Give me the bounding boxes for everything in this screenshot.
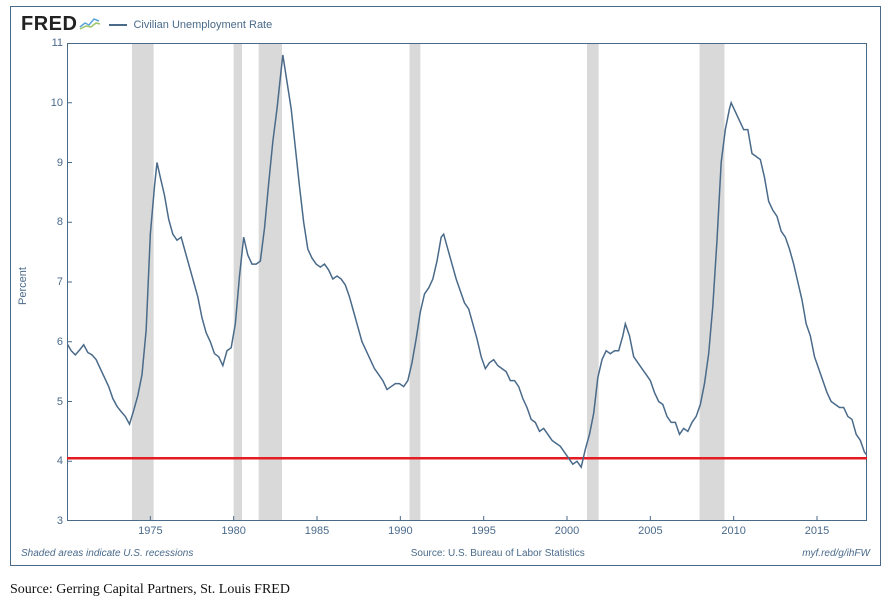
recession-band bbox=[587, 43, 599, 521]
x-tick-label: 1980 bbox=[221, 525, 245, 537]
recession-band bbox=[234, 43, 242, 521]
y-tick-label: 10 bbox=[47, 97, 63, 109]
legend-label: Civilian Unemployment Rate bbox=[133, 19, 272, 31]
recession-band bbox=[259, 43, 282, 521]
recession-band bbox=[700, 43, 725, 521]
y-tick-label: 11 bbox=[47, 37, 63, 49]
data-series bbox=[67, 55, 867, 467]
x-tick-label: 2000 bbox=[555, 525, 579, 537]
fred-logo: FRED bbox=[21, 13, 101, 36]
y-tick-label: 7 bbox=[47, 276, 63, 288]
fred-logo-text: FRED bbox=[21, 13, 77, 35]
y-tick-label: 9 bbox=[47, 157, 63, 169]
y-tick-label: 6 bbox=[47, 336, 63, 348]
plot-svg bbox=[67, 43, 867, 521]
x-tick-label: 2010 bbox=[721, 525, 745, 537]
source-note: Source: Gerring Capital Partners, St. Lo… bbox=[10, 582, 881, 598]
recession-band bbox=[410, 43, 421, 521]
x-tick-label: 1975 bbox=[138, 525, 162, 537]
footer-right: myf.red/g/ihFW bbox=[802, 548, 870, 559]
footer-left: Shaded areas indicate U.S. recessions bbox=[21, 548, 193, 559]
chart-header: FRED Civilian Unemployment Rate bbox=[11, 7, 880, 36]
x-tick-label: 2015 bbox=[805, 525, 829, 537]
chart-container: FRED Civilian Unemployment Rate Percent … bbox=[0, 0, 891, 611]
x-tick-label: 1990 bbox=[388, 525, 412, 537]
x-tick-label: 1985 bbox=[305, 525, 329, 537]
plot-area bbox=[67, 43, 867, 521]
recession-band bbox=[132, 43, 154, 521]
y-tick-label: 8 bbox=[47, 216, 63, 228]
fred-logo-icon bbox=[79, 13, 101, 36]
x-tick-label: 1995 bbox=[471, 525, 495, 537]
footer-center: Source: U.S. Bureau of Labor Statistics bbox=[411, 548, 585, 559]
x-tick-label: 2005 bbox=[638, 525, 662, 537]
chart-legend: Civilian Unemployment Rate bbox=[109, 19, 272, 31]
y-tick-label: 4 bbox=[47, 455, 63, 467]
chart-frame: FRED Civilian Unemployment Rate Percent … bbox=[10, 6, 881, 566]
y-axis-label: Percent bbox=[17, 267, 29, 305]
chart-footer: Shaded areas indicate U.S. recessions So… bbox=[21, 548, 870, 559]
y-tick-label: 3 bbox=[47, 515, 63, 527]
y-tick-label: 5 bbox=[47, 396, 63, 408]
legend-swatch bbox=[109, 24, 127, 26]
